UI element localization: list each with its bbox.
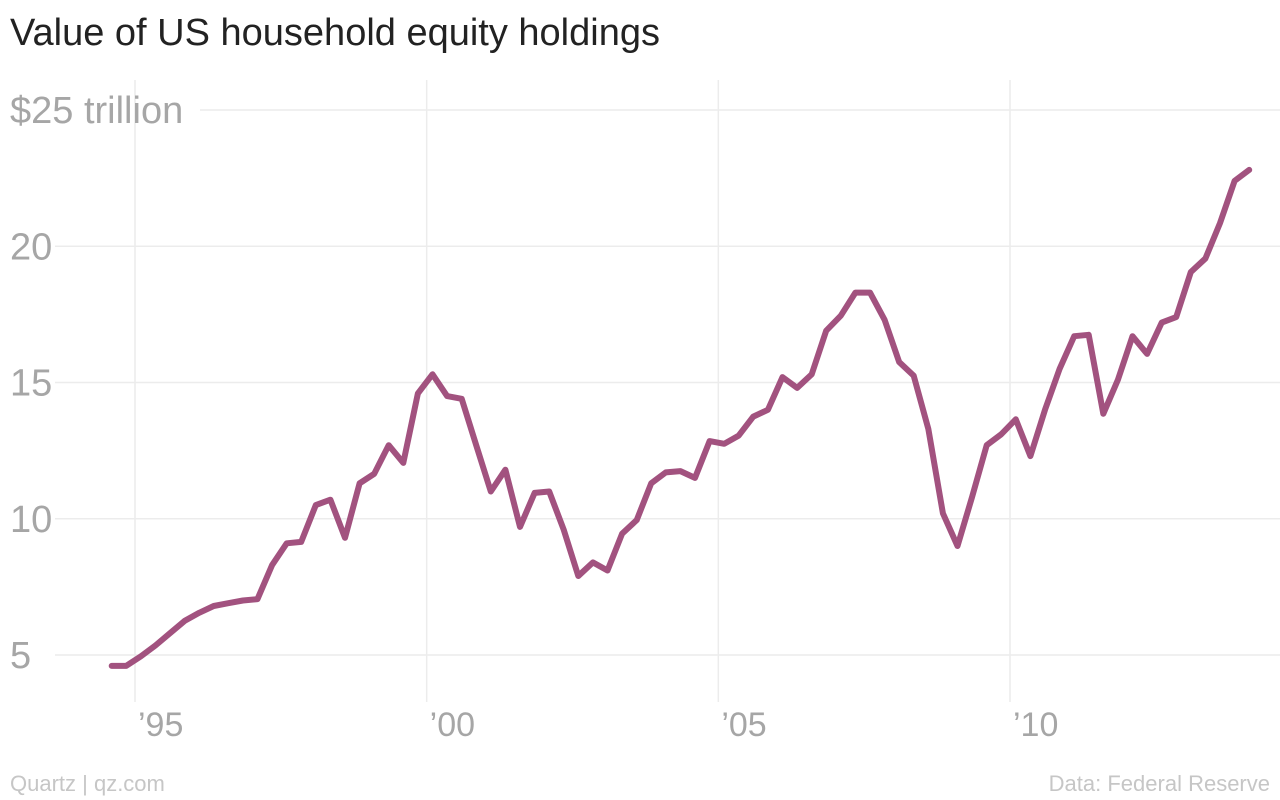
- gridlines: [55, 80, 1280, 702]
- y-tick-label: 15: [10, 363, 52, 405]
- credit-text: Quartz | qz.com: [10, 771, 165, 796]
- series-layer: [108, 166, 1253, 669]
- source-text: Data: Federal Reserve: [1048, 771, 1270, 796]
- series-line: [108, 166, 1253, 669]
- y-axis-tick-labels: $25 trillion 20 15 10 5: [10, 90, 183, 677]
- y-tick-label: 10: [10, 499, 52, 541]
- y-tick-label: 5: [10, 635, 31, 677]
- x-tick-label: ’10: [1013, 706, 1058, 744]
- x-tick-label: ’00: [430, 706, 475, 744]
- y-tick-label: 20: [10, 226, 52, 268]
- x-tick-label: ’05: [721, 706, 766, 744]
- x-axis-tick-labels: ’95 ’00 ’05 ’10: [138, 706, 1058, 744]
- y-tick-label: $25 trillion: [10, 90, 183, 132]
- x-tick-label: ’95: [138, 706, 183, 744]
- chart-title: Value of US household equity holdings: [10, 12, 660, 54]
